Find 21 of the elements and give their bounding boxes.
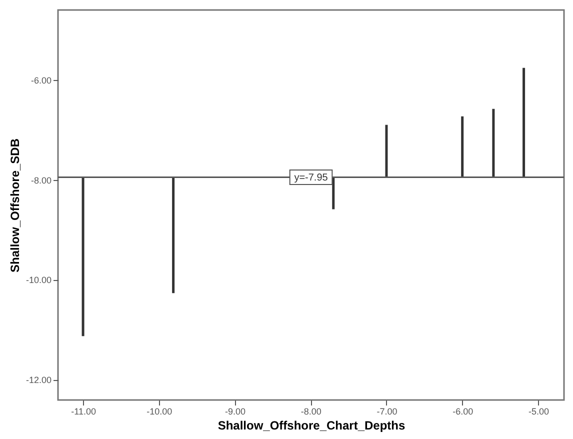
bar [332,177,335,210]
bar [172,177,175,294]
bar [385,124,388,178]
x-tick-label: -10.00 [146,406,172,416]
x-tick-label: -5.00 [528,406,549,416]
x-tick-label: -8.00 [300,406,322,416]
x-axis-title: Shallow_Offshore_Chart_Depths [218,418,406,432]
bar [492,108,495,178]
x-tick-label: -9.00 [225,406,246,416]
y-tick-label: -10.00 [26,275,52,286]
x-tick-label: -11.00 [71,406,96,416]
bar [461,116,464,178]
y-tick-label: -8.00 [30,175,52,186]
ref-line-label: y=-7.95 [294,172,328,184]
y-tick-label: -6.00 [30,75,52,86]
bar [522,68,526,178]
y-tick-label: -12.00 [26,375,52,386]
y-axis-title: Shallow_Offshore_SDB [8,138,22,273]
bar [82,177,84,336]
x-tick-label: -6.00 [452,406,474,416]
x-tick-label: -7.00 [376,406,398,416]
